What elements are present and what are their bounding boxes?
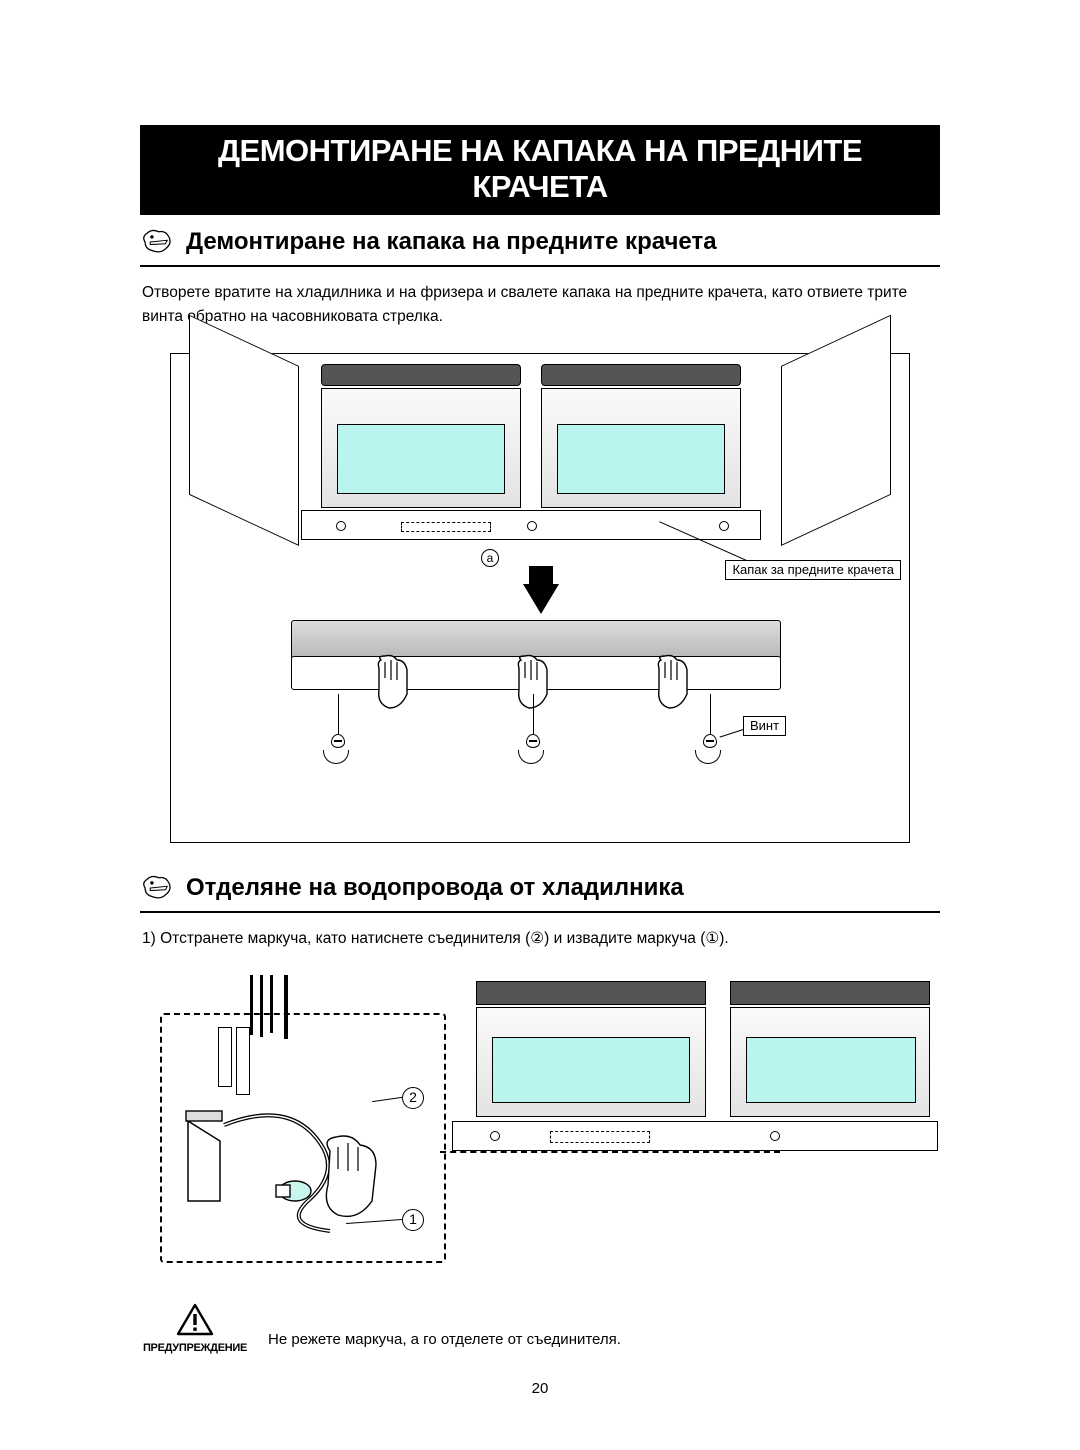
warning-label: ПРЕДУПРЕЖДЕНИЕ (140, 1342, 250, 1354)
section-remove-cover: Демонтиране на капака на предните крачет… (140, 225, 940, 843)
warning-note: ПРЕДУПРЕЖДЕНИЕ Не режете маркуча, а го о… (140, 1303, 940, 1354)
rotate-ccw-icon (695, 750, 721, 764)
screw-icon (331, 734, 345, 748)
section-heading: Отделяне на водопровода от хладилника (140, 871, 940, 913)
section-title: Демонтиране на капака на предните крачет… (186, 228, 717, 256)
screw-icon (526, 734, 540, 748)
page-number: 20 (0, 1380, 1080, 1397)
page-title-bar: ДЕМОНТИРАНЕ НА КАПАКА НА ПРЕДНИТЕ КРАЧЕТ… (140, 125, 940, 215)
section-detach-water-line: Отделяне на водопровода от хладилника 1)… (140, 871, 940, 1354)
figure-detach-water-line: 2 1 (140, 975, 940, 1295)
callout-marker-1: 1 (402, 1209, 424, 1231)
rotate-ccw-icon (323, 750, 349, 764)
water-coupler-icon (180, 1081, 410, 1241)
callout-marker-a: a (481, 549, 499, 567)
rotate-ccw-icon (518, 750, 544, 764)
section-title: Отделяне на водопровода от хладилника (186, 874, 684, 902)
hand-grip-icon (371, 654, 415, 714)
section-body-text: Отворете вратите на хладилника и на фриз… (140, 281, 940, 329)
warning-text: Не режете маркуча, а го отделете от съед… (268, 1331, 621, 1354)
hand-point-icon (140, 871, 174, 905)
section-heading: Демонтиране на капака на предните крачет… (140, 225, 940, 267)
callout-marker-2: 2 (402, 1087, 424, 1109)
label-screw: Винт (743, 716, 786, 736)
figure-remove-leg-cover: a Капак за предните крачета (170, 353, 910, 843)
hand-grip-icon (651, 654, 695, 714)
down-arrow-icon (523, 584, 559, 614)
hand-point-icon (140, 225, 174, 259)
screw-icon (703, 734, 717, 748)
section-body-text: 1) Отстранете маркуча, като натиснете съ… (140, 927, 940, 951)
label-front-leg-cover: Капак за предните крачета (725, 560, 901, 580)
warning-triangle-icon (176, 1303, 214, 1337)
